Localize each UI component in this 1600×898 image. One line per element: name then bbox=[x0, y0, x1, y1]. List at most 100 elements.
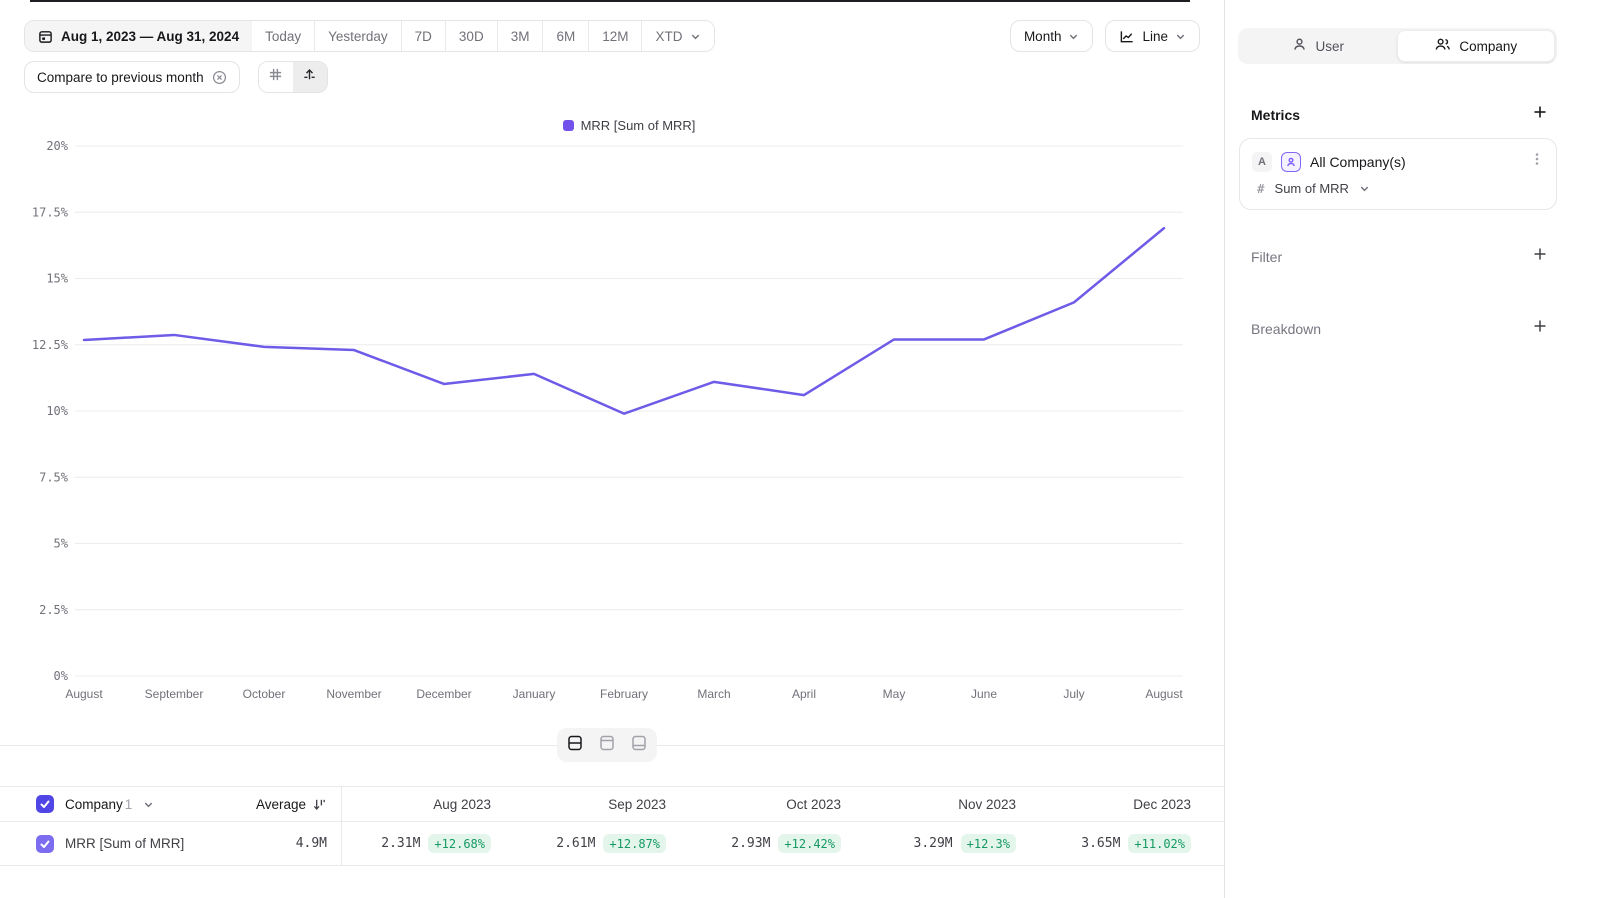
legend-swatch bbox=[562, 120, 574, 131]
series-line bbox=[82, 226, 1166, 415]
x-axis-tick: May bbox=[883, 687, 906, 701]
x-axis-tick: August bbox=[65, 687, 103, 701]
preset-group: Today Yesterday 7D 30D 3M 6M 12M bbox=[252, 21, 642, 51]
grid-view-button[interactable] bbox=[258, 62, 293, 92]
line-chart[interactable]: 0% 2.5% 5% 7.5% 10% 12.5% 15% 17.5% 20% August Sep… bbox=[0, 140, 1224, 710]
preset-30d-button[interactable]: 30D bbox=[444, 21, 497, 51]
select-all-checkbox[interactable] bbox=[36, 795, 54, 813]
month-column-header-cell: Nov 2023 bbox=[855, 797, 1030, 812]
average-column-label: Average bbox=[255, 796, 306, 812]
arrow-up-from-line-icon bbox=[302, 67, 317, 87]
compare-chip[interactable]: Compare to previous month bbox=[24, 61, 240, 93]
entity-tabs: User Company bbox=[1238, 28, 1557, 64]
x-axis-tick: August bbox=[1145, 687, 1183, 701]
cell-value: 3.29M bbox=[913, 836, 953, 851]
metric-menu-button[interactable] bbox=[1530, 151, 1544, 172]
preset-xtd-button[interactable]: XTD bbox=[641, 21, 715, 51]
sort-icon[interactable] bbox=[312, 797, 327, 812]
x-axis-tick: April bbox=[792, 687, 816, 701]
y-axis-tick: 20% bbox=[46, 140, 68, 153]
results-table: Company 1 Average Aug 2023 Sep 2023 Oct 202… bbox=[0, 786, 1224, 866]
month-value-cell: 3.65M +11.02% bbox=[1030, 822, 1205, 865]
entity-column-label: Company 1 bbox=[65, 796, 133, 812]
month-value-cell: 2.31M +12.68% bbox=[341, 822, 505, 865]
breakdown-title: Breakdown bbox=[1251, 320, 1322, 337]
metric-card[interactable]: A All Company(s) # Sum of MRR bbox=[1239, 138, 1557, 210]
tab-company[interactable]: Company bbox=[1396, 30, 1555, 62]
aggregation-label[interactable]: Sum of MRR bbox=[1274, 181, 1349, 196]
top-divider bbox=[30, 0, 1190, 2]
metric-row-label: MRR [Sum of MRR] bbox=[65, 836, 185, 851]
add-filter-button[interactable] bbox=[1532, 246, 1548, 267]
compare-chip-label: Compare to previous month bbox=[37, 69, 204, 85]
table-row[interactable]: MRR [Sum of MRR] 4.9M 2.31M +12.68% 2.61M +… bbox=[0, 822, 1224, 866]
chart-type-button[interactable]: Line bbox=[1105, 20, 1200, 52]
layout-top-icon bbox=[598, 734, 616, 757]
row-checkbox[interactable] bbox=[36, 834, 54, 853]
date-range-label: Aug 1, 2023 — Aug 31, 2024 bbox=[61, 28, 240, 44]
month-column-header-cell: Sep 2023 bbox=[505, 797, 680, 812]
y-axis-tick: 2.5% bbox=[39, 603, 69, 617]
month-column-header-cell: Dec 2023 bbox=[1030, 797, 1205, 812]
layout-toggle-group bbox=[557, 728, 657, 762]
y-axis-tick: 5% bbox=[54, 537, 69, 551]
grid-icon bbox=[268, 67, 283, 87]
month-column-header: Nov 2023 bbox=[958, 796, 1016, 812]
preset-3m-button[interactable]: 3M bbox=[496, 21, 543, 51]
layout-table-only-button[interactable] bbox=[624, 731, 654, 759]
chevron-down-icon bbox=[690, 31, 701, 42]
chevron-down-icon bbox=[1068, 31, 1079, 42]
line-chart-icon bbox=[1119, 29, 1135, 44]
date-range-group: Aug 1, 2023 — Aug 31, 2024 Today Yesterda… bbox=[24, 20, 716, 52]
chart-legend: MRR [Sum of MRR] bbox=[75, 118, 1183, 133]
tab-user[interactable]: User bbox=[1240, 30, 1397, 62]
layout-split-button[interactable] bbox=[560, 731, 590, 759]
chevron-down-icon bbox=[1175, 31, 1186, 42]
preset-yesterday-button[interactable]: Yesterday bbox=[314, 21, 401, 51]
preset-6m-button[interactable]: 6M bbox=[542, 21, 589, 51]
y-axis-tick: 7.5% bbox=[39, 470, 69, 484]
legend-label: MRR [Sum of MRR] bbox=[580, 118, 696, 133]
chevron-down-icon[interactable] bbox=[143, 799, 154, 810]
chart-type-label: Line bbox=[1142, 28, 1168, 44]
delta-badge: +12.87% bbox=[603, 834, 666, 853]
tab-company-label: Company bbox=[1459, 38, 1518, 54]
tab-user-label: User bbox=[1315, 38, 1344, 54]
preset-today-button[interactable]: Today bbox=[252, 21, 315, 51]
layout-bottom-icon bbox=[630, 734, 648, 757]
remove-compare-icon[interactable] bbox=[212, 70, 227, 85]
month-column-header-cell: Oct 2023 bbox=[680, 797, 855, 812]
metrics-title: Metrics bbox=[1251, 106, 1301, 123]
layout-chart-only-button[interactable] bbox=[592, 731, 622, 759]
month-column-header: Dec 2023 bbox=[1133, 796, 1191, 812]
month-value-cell: 3.29M +12.3% bbox=[855, 822, 1030, 865]
preset-7d-button[interactable]: 7D bbox=[400, 21, 445, 51]
metrics-section-header: Metrics bbox=[1251, 104, 1548, 125]
user-icon bbox=[1292, 37, 1307, 55]
date-range-button[interactable]: Aug 1, 2023 — Aug 31, 2024 bbox=[25, 21, 253, 51]
company-entity-icon bbox=[1281, 151, 1301, 172]
cell-value: 2.61M bbox=[556, 836, 596, 851]
y-axis-tick: 15% bbox=[46, 272, 68, 286]
x-axis-tick: February bbox=[600, 687, 648, 701]
add-breakdown-button[interactable] bbox=[1532, 318, 1548, 339]
metric-entity-name: All Company(s) bbox=[1310, 153, 1406, 170]
y-axis-tick: 0% bbox=[54, 669, 69, 683]
cell-value: 2.31M bbox=[381, 836, 421, 851]
y-axis-tick: 12.5% bbox=[32, 338, 69, 352]
x-axis-tick: November bbox=[326, 687, 381, 701]
preset-12m-button[interactable]: 12M bbox=[588, 21, 642, 51]
layout-split-icon bbox=[566, 734, 584, 757]
filter-title: Filter bbox=[1251, 248, 1283, 265]
cell-value: 2.93M bbox=[731, 836, 771, 851]
toolbar: Aug 1, 2023 — Aug 31, 2024 Today Yesterda… bbox=[24, 20, 1200, 52]
granularity-button[interactable]: Month bbox=[1009, 20, 1094, 52]
breakdown-section-header: Breakdown bbox=[1251, 318, 1548, 339]
month-column-header: Sep 2023 bbox=[608, 796, 666, 812]
aggregation-type-icon: # bbox=[1257, 181, 1265, 196]
trend-view-button[interactable] bbox=[292, 62, 327, 92]
table-header-row: Company 1 Average Aug 2023 Sep 2023 Oct 202… bbox=[0, 786, 1224, 822]
add-metric-button[interactable] bbox=[1532, 104, 1548, 125]
delta-badge: +12.68% bbox=[428, 834, 491, 853]
